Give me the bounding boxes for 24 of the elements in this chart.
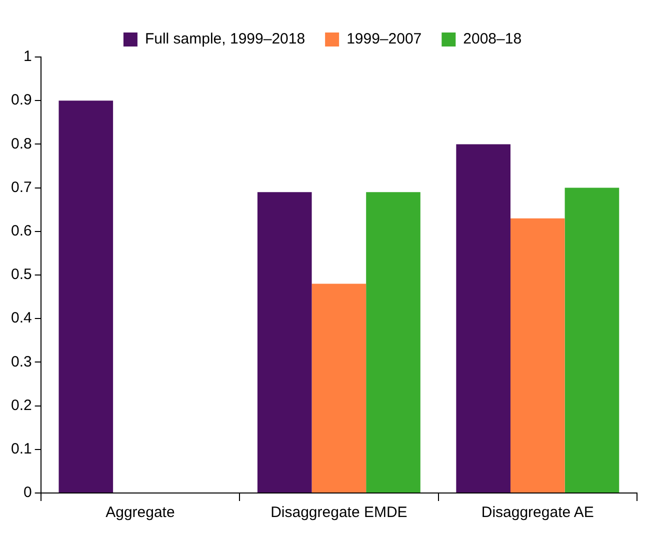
y-tick-label: 1: [24, 48, 32, 66]
y-tick-label: 0.8: [10, 135, 32, 152]
y-tick-label: 0.9: [10, 92, 32, 109]
legend-label: 2008–18: [463, 30, 522, 48]
y-tick-label: 0.6: [10, 222, 32, 240]
bar: [510, 218, 565, 492]
x-tick-label: Aggregate: [106, 504, 175, 522]
y-tick-label: 0.7: [10, 178, 32, 196]
bar: [257, 192, 312, 492]
y-tick-label: 0.3: [10, 353, 32, 370]
bar: [564, 188, 620, 492]
y-tick-label: 0: [24, 484, 32, 502]
y-tick-label: 0.2: [10, 396, 32, 414]
bar: [366, 192, 420, 492]
y-tick-label: 0.4: [10, 310, 32, 327]
y-tick-label: 0.5: [10, 266, 32, 284]
bar: [456, 144, 510, 492]
x-tick-label: Disaggregate EMDE: [270, 504, 408, 522]
legend-label: Full sample, 1999–2018: [144, 30, 306, 48]
y-tick-label: 0.1: [10, 440, 32, 458]
bar: [58, 100, 114, 492]
legend-label: 1999–2007: [346, 30, 422, 48]
x-tick-label: Disaggregate AE: [481, 504, 594, 522]
bar: [312, 284, 366, 492]
